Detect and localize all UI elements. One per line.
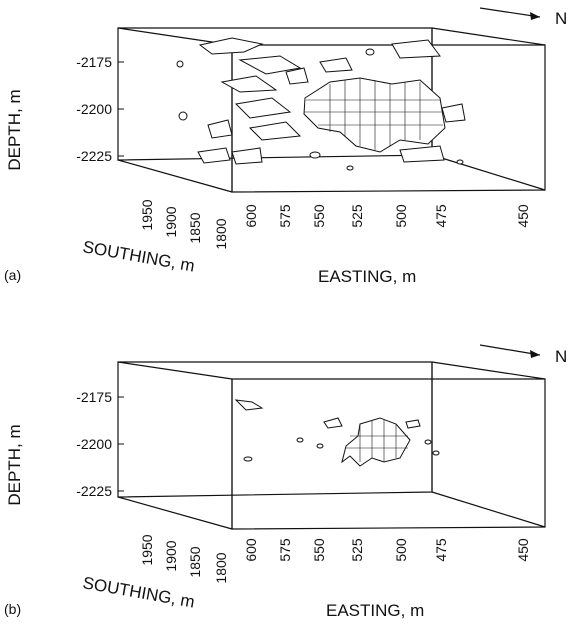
easting-tick: 500 [393, 204, 409, 228]
southing-tick: 1900 [163, 206, 179, 237]
southing-axis: 1950 1900 1850 1800 [139, 534, 229, 583]
southing-tick: 1850 [187, 212, 203, 243]
depth-tick: -2175 [76, 389, 112, 405]
depth-tick: -2225 [76, 148, 112, 164]
panel-b: N [4, 344, 567, 620]
depth-tick: -2225 [76, 483, 112, 499]
anomaly-contours [176, 37, 466, 171]
panel-label: (b) [4, 601, 21, 617]
easting-tick: 550 [311, 204, 327, 228]
easting-tick: 600 [243, 538, 259, 562]
southing-tick: 1950 [139, 534, 155, 565]
easting-axis: 600 575 550 525 500 475 450 [243, 538, 531, 562]
depth-axis: -2175 -2200 -2225 [76, 389, 124, 499]
hatch-lines [346, 420, 408, 462]
southing-axis-label: SOUTHING, m [81, 237, 196, 275]
depth-axis-label: DEPTH, m [5, 89, 24, 170]
panel-a: N [4, 7, 567, 286]
north-arrow-icon [479, 344, 541, 358]
southing-tick: 1850 [187, 546, 203, 577]
southing-tick: 1950 [139, 199, 155, 230]
easting-tick: 475 [433, 538, 449, 562]
southing-axis: 1950 1900 1850 1800 [139, 199, 229, 249]
easting-tick: 575 [277, 204, 293, 228]
southing-tick: 1800 [213, 218, 229, 249]
easting-tick: 525 [349, 204, 365, 228]
easting-tick: 450 [515, 538, 531, 562]
depth-axis: -2175 -2200 -2225 [76, 54, 124, 164]
easting-tick: 525 [349, 538, 365, 562]
easting-tick: 550 [311, 538, 327, 562]
easting-axis: 600 575 550 525 500 475 450 [243, 204, 531, 228]
easting-tick: 475 [433, 204, 449, 228]
easting-tick: 600 [243, 204, 259, 228]
hatch-lines [304, 78, 444, 150]
easting-axis-label: EASTING, m [318, 267, 416, 286]
southing-tick: 1900 [163, 540, 179, 571]
southing-tick: 1800 [213, 552, 229, 583]
easting-tick: 500 [393, 538, 409, 562]
panel-label: (a) [4, 267, 21, 283]
north-label: N [555, 347, 567, 366]
box-frame [117, 361, 546, 530]
southing-axis-label: SOUTHING, m [81, 573, 196, 611]
easting-axis-label: EASTING, m [326, 601, 424, 620]
depth-axis-label: DEPTH, m [5, 424, 24, 505]
north-arrow-icon [479, 7, 541, 20]
easting-tick: 575 [277, 538, 293, 562]
anomaly-contours [234, 399, 440, 467]
easting-tick: 450 [515, 204, 531, 228]
north-label: N [555, 9, 567, 28]
depth-tick: -2200 [76, 436, 112, 452]
depth-tick: -2175 [76, 54, 112, 70]
depth-tick: -2200 [76, 101, 112, 117]
